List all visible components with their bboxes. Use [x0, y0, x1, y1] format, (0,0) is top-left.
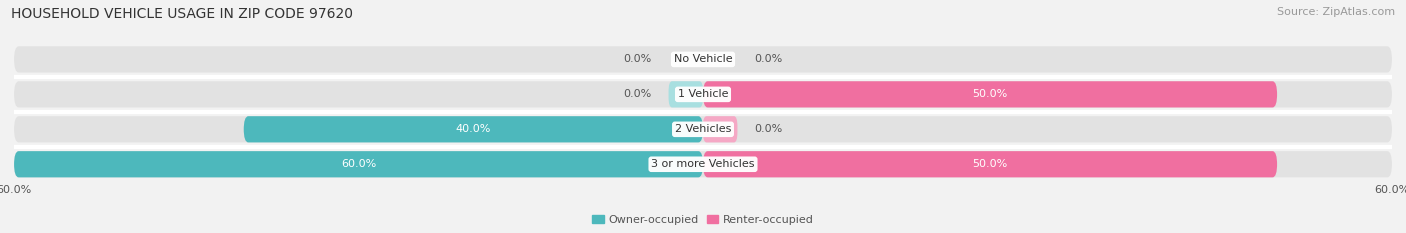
Text: 60.0%: 60.0%: [340, 159, 377, 169]
Text: No Vehicle: No Vehicle: [673, 55, 733, 64]
Text: 0.0%: 0.0%: [623, 55, 651, 64]
Text: 1 Vehicle: 1 Vehicle: [678, 89, 728, 99]
Legend: Owner-occupied, Renter-occupied: Owner-occupied, Renter-occupied: [588, 210, 818, 229]
Text: Source: ZipAtlas.com: Source: ZipAtlas.com: [1277, 7, 1395, 17]
Text: 0.0%: 0.0%: [623, 89, 651, 99]
Text: 2 Vehicles: 2 Vehicles: [675, 124, 731, 134]
Text: 0.0%: 0.0%: [755, 124, 783, 134]
Text: 0.0%: 0.0%: [755, 55, 783, 64]
FancyBboxPatch shape: [14, 81, 1392, 107]
FancyBboxPatch shape: [14, 116, 1392, 142]
Text: 3 or more Vehicles: 3 or more Vehicles: [651, 159, 755, 169]
FancyBboxPatch shape: [14, 46, 1392, 72]
FancyBboxPatch shape: [243, 116, 703, 142]
Text: HOUSEHOLD VEHICLE USAGE IN ZIP CODE 97620: HOUSEHOLD VEHICLE USAGE IN ZIP CODE 9762…: [11, 7, 353, 21]
FancyBboxPatch shape: [703, 151, 1277, 177]
Text: 40.0%: 40.0%: [456, 124, 491, 134]
FancyBboxPatch shape: [14, 151, 703, 177]
Text: 50.0%: 50.0%: [973, 89, 1008, 99]
FancyBboxPatch shape: [703, 81, 1277, 107]
FancyBboxPatch shape: [669, 81, 703, 107]
Text: 50.0%: 50.0%: [973, 159, 1008, 169]
FancyBboxPatch shape: [14, 151, 1392, 177]
FancyBboxPatch shape: [703, 116, 738, 142]
